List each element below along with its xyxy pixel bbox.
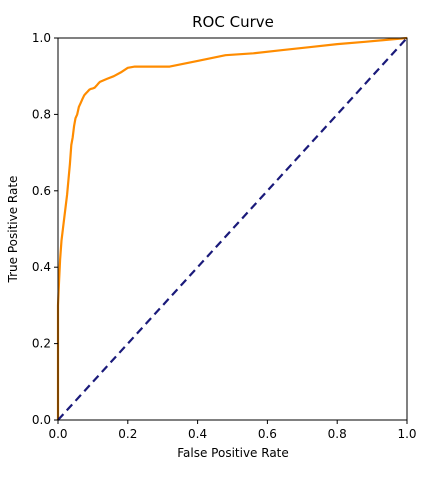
x-axis-title: False Positive Rate — [177, 446, 289, 460]
y-tick-label: 0.6 — [32, 184, 51, 198]
y-axis-title: True Positive Rate — [6, 176, 20, 284]
y-tick-label: 0.8 — [32, 107, 51, 121]
y-tick-label: 1.0 — [32, 31, 51, 45]
y-tick-label: 0.2 — [32, 337, 51, 351]
y-tick-label: 0.4 — [32, 260, 51, 274]
roc-curve-line — [56, 36, 408, 420]
x-tick-label: 1.0 — [397, 427, 416, 441]
chart-title: ROC Curve — [192, 13, 274, 31]
x-tick-label: 0.0 — [48, 427, 67, 441]
plot-frame — [57, 37, 408, 421]
x-axis: 0.0 0.2 0.4 0.6 0.8 1.0 — [48, 420, 417, 441]
plot-area — [56, 36, 408, 421]
x-tick-label: 0.8 — [328, 427, 347, 441]
y-axis: 0.0 0.2 0.4 0.6 0.8 1.0 — [32, 31, 58, 427]
diagonal-reference-line — [57, 37, 408, 421]
x-tick-label: 0.6 — [258, 427, 277, 441]
x-tick-label: 0.4 — [188, 427, 207, 441]
x-tick-label: 0.2 — [118, 427, 137, 441]
y-tick-label: 0.0 — [32, 413, 51, 427]
